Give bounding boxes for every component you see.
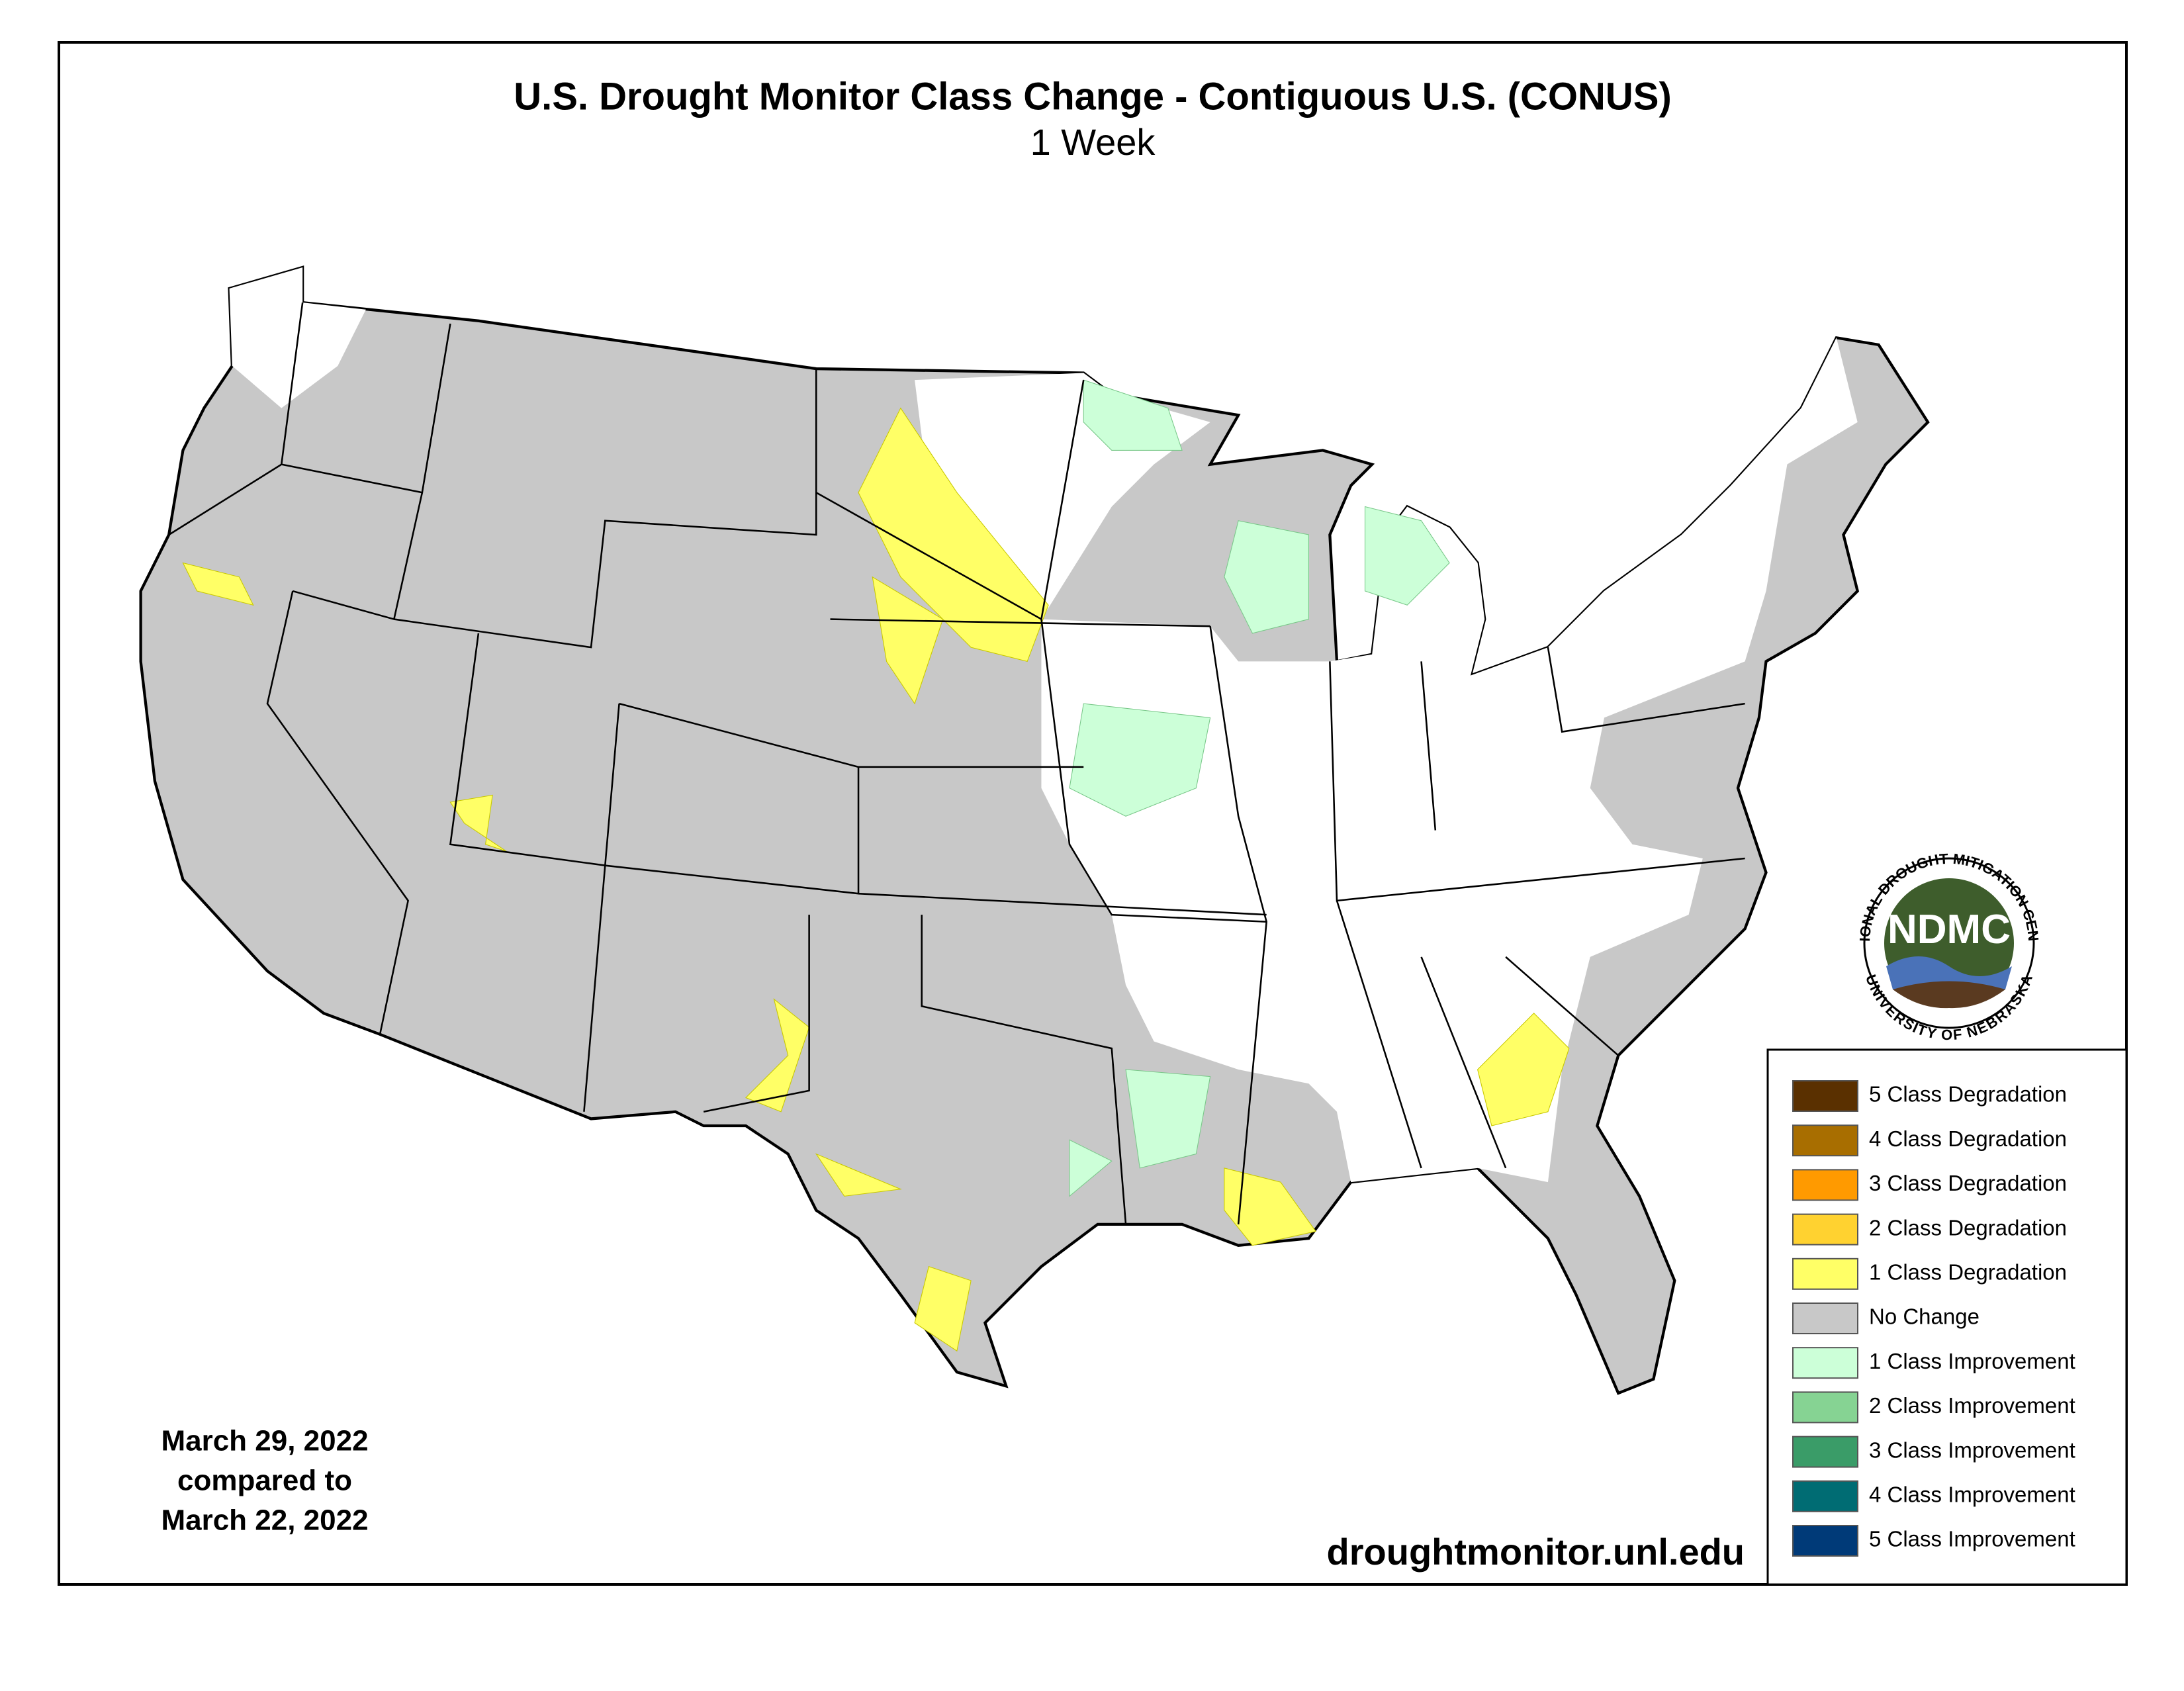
legend-label: 4 Class Degradation [1869,1126,2067,1151]
source-url: droughtmonitor.unl.edu [1327,1531,1745,1573]
legend-swatch [1792,1257,1858,1290]
comparison-dates: March 29, 2022 compared to March 22, 2022 [161,1425,368,1537]
comparison-line: compared to [177,1465,352,1497]
legend-swatch [1792,1303,1858,1334]
comparison-line: March 22, 2022 [161,1504,368,1537]
map [139,265,1930,1395]
legend-label: 1 Class Improvement [1869,1349,2075,1373]
logo-acronym: NDMC [1888,907,2011,952]
legend-label: 4 Class Improvement [1869,1483,2075,1507]
legend-label: 3 Class Improvement [1869,1438,2075,1462]
legend-label: No Change [1869,1304,1979,1329]
legend-swatch [1792,1347,1858,1379]
legend-swatch [1792,1169,1858,1201]
state-borders [168,302,1745,1224]
legend-swatch [1792,1480,1858,1512]
legend-swatch [1792,1391,1858,1424]
legend-label: 2 Class Improvement [1869,1393,2075,1418]
legend-swatch [1792,1124,1858,1157]
legend-label: 1 Class Degradation [1869,1260,2067,1285]
logo-soil [1893,981,2005,1009]
legend-label: 2 Class Degradation [1869,1215,2067,1240]
legend-swatch [1792,1213,1858,1246]
subtitle: 1 Week [1030,121,1156,163]
no-drought-east [1041,338,1858,1183]
degradation [182,407,1570,1352]
legend-label: 3 Class Degradation [1869,1171,2067,1195]
legend-swatch [1792,1436,1858,1468]
legend-label: 5 Class Degradation [1869,1082,2067,1107]
comparison-line: March 29, 2022 [161,1425,368,1457]
legend-label: 5 Class Improvement [1869,1527,2075,1551]
legend-swatch [1792,1525,1858,1557]
legend-swatch [1792,1080,1858,1112]
title: U.S. Drought Monitor Class Change - Cont… [514,75,1672,118]
improvement [1069,379,1450,1197]
legend: 5 Class Degradation 4 Class Degradation 3 … [1792,1080,2075,1557]
